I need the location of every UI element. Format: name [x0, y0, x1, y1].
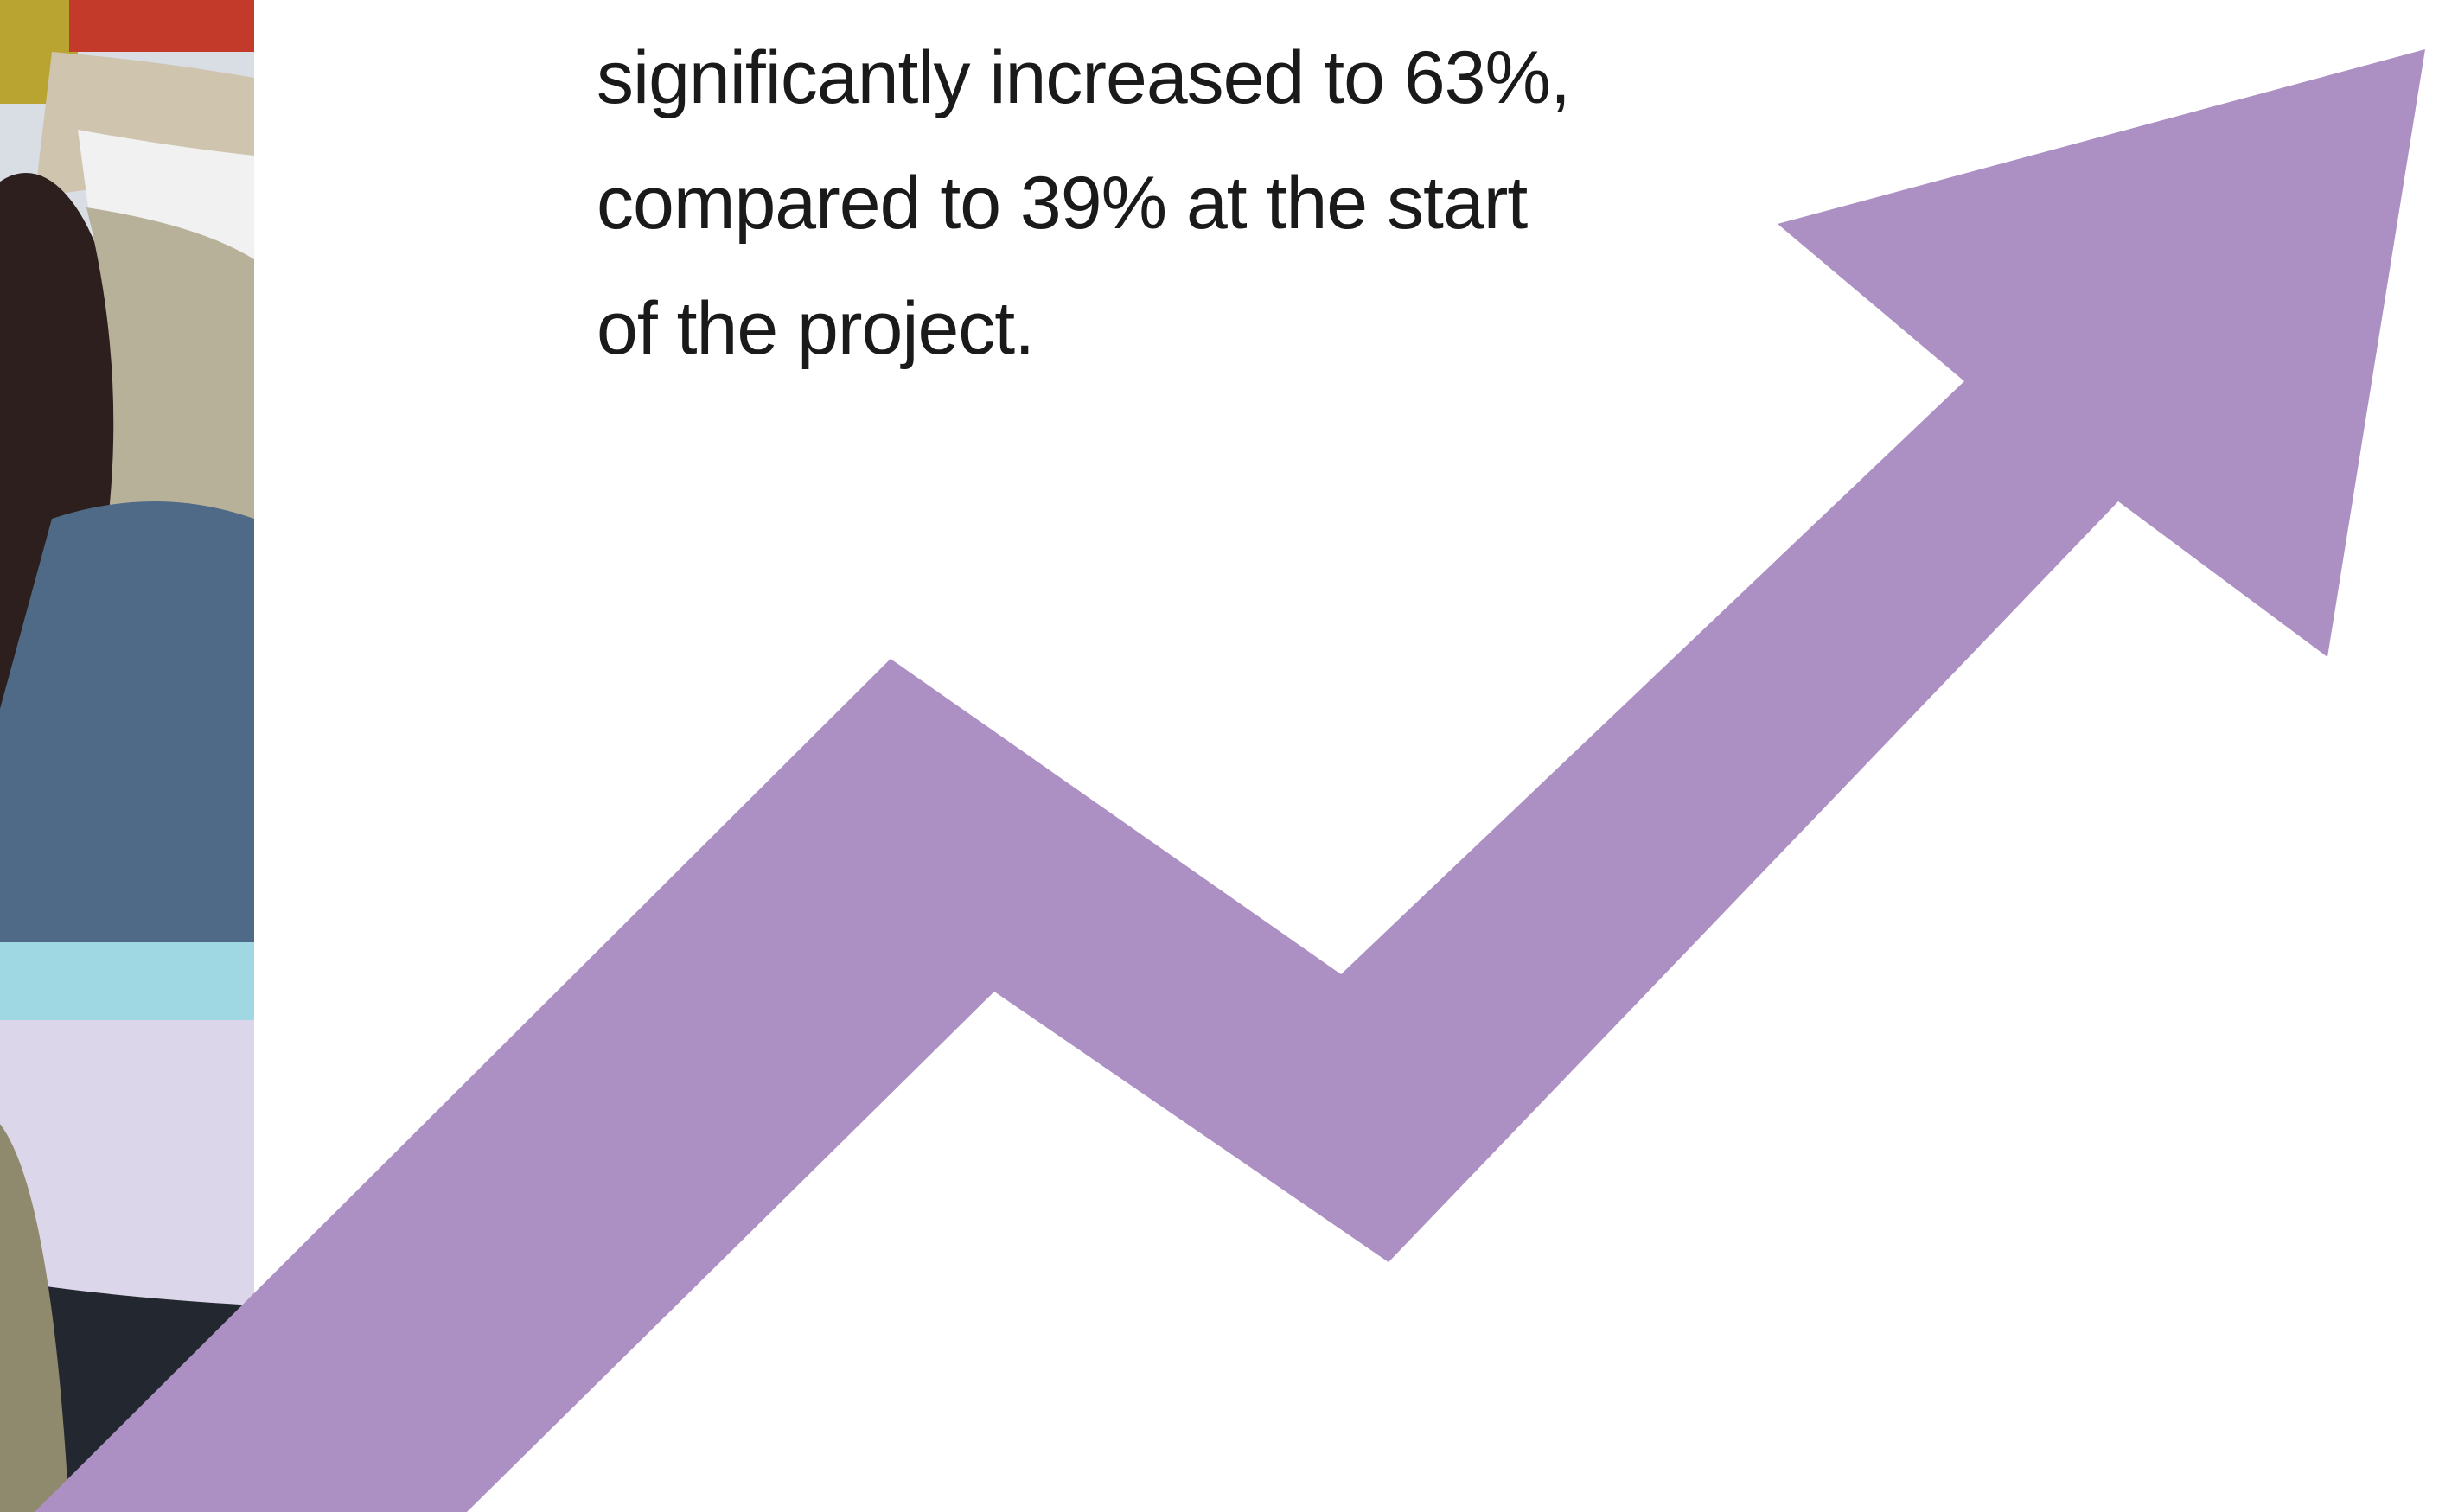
- photo-crop: [0, 0, 254, 1512]
- text-line: compared to 39% at the start: [597, 162, 1528, 245]
- arrow-shape: [35, 49, 2425, 1512]
- body-text: significantly increased to 63%, compared…: [597, 16, 1807, 392]
- text-line: significantly increased to 63%,: [597, 36, 1571, 119]
- text-line: of the project.: [597, 287, 1035, 370]
- photo-image: [0, 0, 254, 1512]
